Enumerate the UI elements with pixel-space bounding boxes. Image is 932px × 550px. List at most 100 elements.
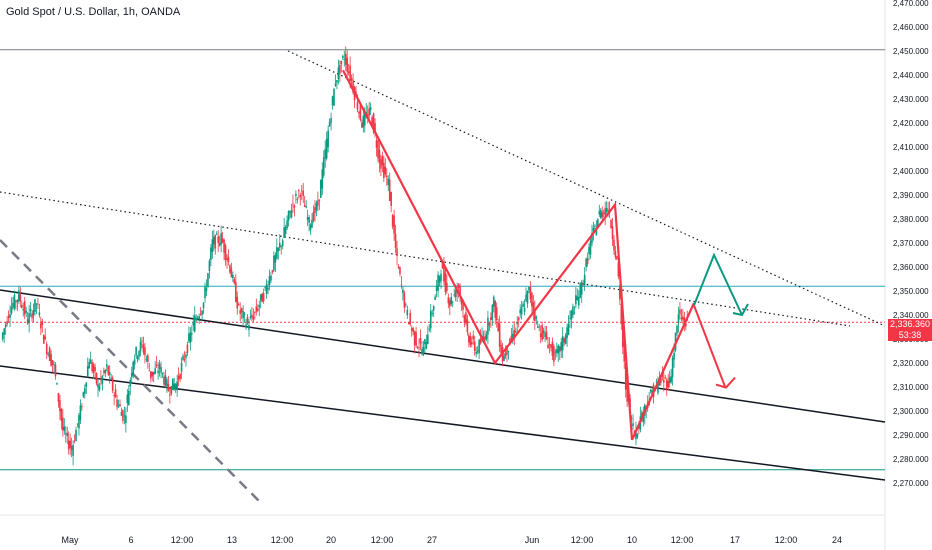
candle-body xyxy=(358,111,360,114)
candle-body xyxy=(429,310,432,329)
candle-body xyxy=(548,344,551,346)
candle-body xyxy=(192,321,195,326)
candle-body xyxy=(604,208,606,216)
candle-body xyxy=(621,320,624,347)
y-tick-label: 2,320.000 xyxy=(893,359,929,368)
candle-body xyxy=(120,411,123,416)
candle-body xyxy=(624,362,627,390)
candle-body xyxy=(510,335,513,340)
candle-body xyxy=(405,304,407,306)
candle-body xyxy=(73,440,76,442)
candle-body xyxy=(451,301,454,303)
candle-body xyxy=(312,211,315,221)
trendline-upper-dotted xyxy=(287,50,886,327)
candle-body xyxy=(20,305,23,308)
candle-body xyxy=(492,296,495,307)
y-tick-label: 2,450.000 xyxy=(893,47,929,56)
candle-body xyxy=(553,346,555,362)
candle-body xyxy=(495,307,498,321)
candle-body xyxy=(641,412,643,418)
candle-body xyxy=(327,130,329,148)
candle-body xyxy=(9,314,11,318)
candle-body xyxy=(677,314,680,324)
y-tick-label: 2,420.000 xyxy=(893,119,929,128)
candle-body xyxy=(396,248,398,256)
candle-body xyxy=(359,104,362,121)
candle-body xyxy=(488,323,491,326)
channel-top xyxy=(0,289,886,423)
candle-body xyxy=(270,275,272,281)
candle-body xyxy=(188,333,190,342)
candle-body xyxy=(106,364,108,367)
y-tick-label: 2,300.000 xyxy=(893,407,929,416)
candle-body xyxy=(23,301,26,315)
candle-body xyxy=(507,351,510,353)
candle-body xyxy=(573,312,576,314)
candle-body xyxy=(29,309,32,311)
zigzag-pattern xyxy=(342,69,696,441)
candle-body xyxy=(333,88,335,106)
candle-body xyxy=(98,385,101,391)
candle-body xyxy=(286,220,288,229)
candle-body xyxy=(152,371,155,375)
bar-countdown: 53:38 xyxy=(898,330,922,340)
candle-body xyxy=(317,200,319,206)
y-tick-label: 2,410.000 xyxy=(893,143,929,152)
candle-body xyxy=(125,415,127,423)
candle-body xyxy=(114,389,117,398)
candle-body xyxy=(1,332,4,340)
y-tick-label: 2,430.000 xyxy=(893,95,929,104)
candle-body xyxy=(520,307,523,315)
candle-body xyxy=(349,65,351,81)
x-tick-label: 12:00 xyxy=(671,535,694,545)
candle-body xyxy=(400,284,403,286)
candle-body xyxy=(94,367,96,371)
candle-body xyxy=(161,373,164,374)
candle-body xyxy=(91,362,93,371)
y-tick-label: 2,350.000 xyxy=(893,287,929,296)
plot-area xyxy=(0,0,885,515)
candle-body xyxy=(657,382,659,393)
candle-body xyxy=(437,274,439,291)
candle-body xyxy=(450,296,453,305)
candle-body xyxy=(626,383,628,402)
candle-body xyxy=(466,319,469,333)
candle-body xyxy=(92,364,95,373)
candle-body xyxy=(189,332,192,343)
candle-body xyxy=(667,380,670,388)
y-tick-label: 2,400.000 xyxy=(893,167,929,176)
candle-body xyxy=(86,366,89,377)
candle-body xyxy=(374,123,376,133)
candle-body xyxy=(133,359,136,365)
candle-body xyxy=(191,333,193,335)
candle-body xyxy=(16,299,19,302)
candle-body xyxy=(78,415,80,429)
candle-body xyxy=(478,339,480,354)
projection-down-arrowhead xyxy=(715,376,736,389)
candle-body xyxy=(320,180,322,198)
candle-body xyxy=(261,293,263,303)
candle-body xyxy=(103,370,105,373)
candle-body xyxy=(318,199,321,201)
candle-body xyxy=(601,212,604,218)
candle-body xyxy=(579,283,582,298)
candle-body xyxy=(70,446,73,451)
candle-body xyxy=(570,310,573,320)
candle-body xyxy=(224,245,227,260)
candle-body xyxy=(425,342,428,349)
candle-body xyxy=(519,309,521,314)
x-tick-label: 27 xyxy=(427,535,437,545)
candle-body xyxy=(538,326,541,328)
candle-body xyxy=(542,330,545,334)
candle-body xyxy=(31,313,33,319)
candle-body xyxy=(528,287,530,291)
candle-body xyxy=(617,262,620,277)
candle-body xyxy=(221,238,224,243)
candle-body xyxy=(227,256,230,262)
x-tick-label: 10 xyxy=(627,535,637,545)
y-tick-label: 2,390.000 xyxy=(893,191,929,200)
candle-body xyxy=(671,358,674,378)
candle-body xyxy=(135,347,137,356)
candle-body xyxy=(292,203,294,205)
candle-body xyxy=(283,227,285,239)
